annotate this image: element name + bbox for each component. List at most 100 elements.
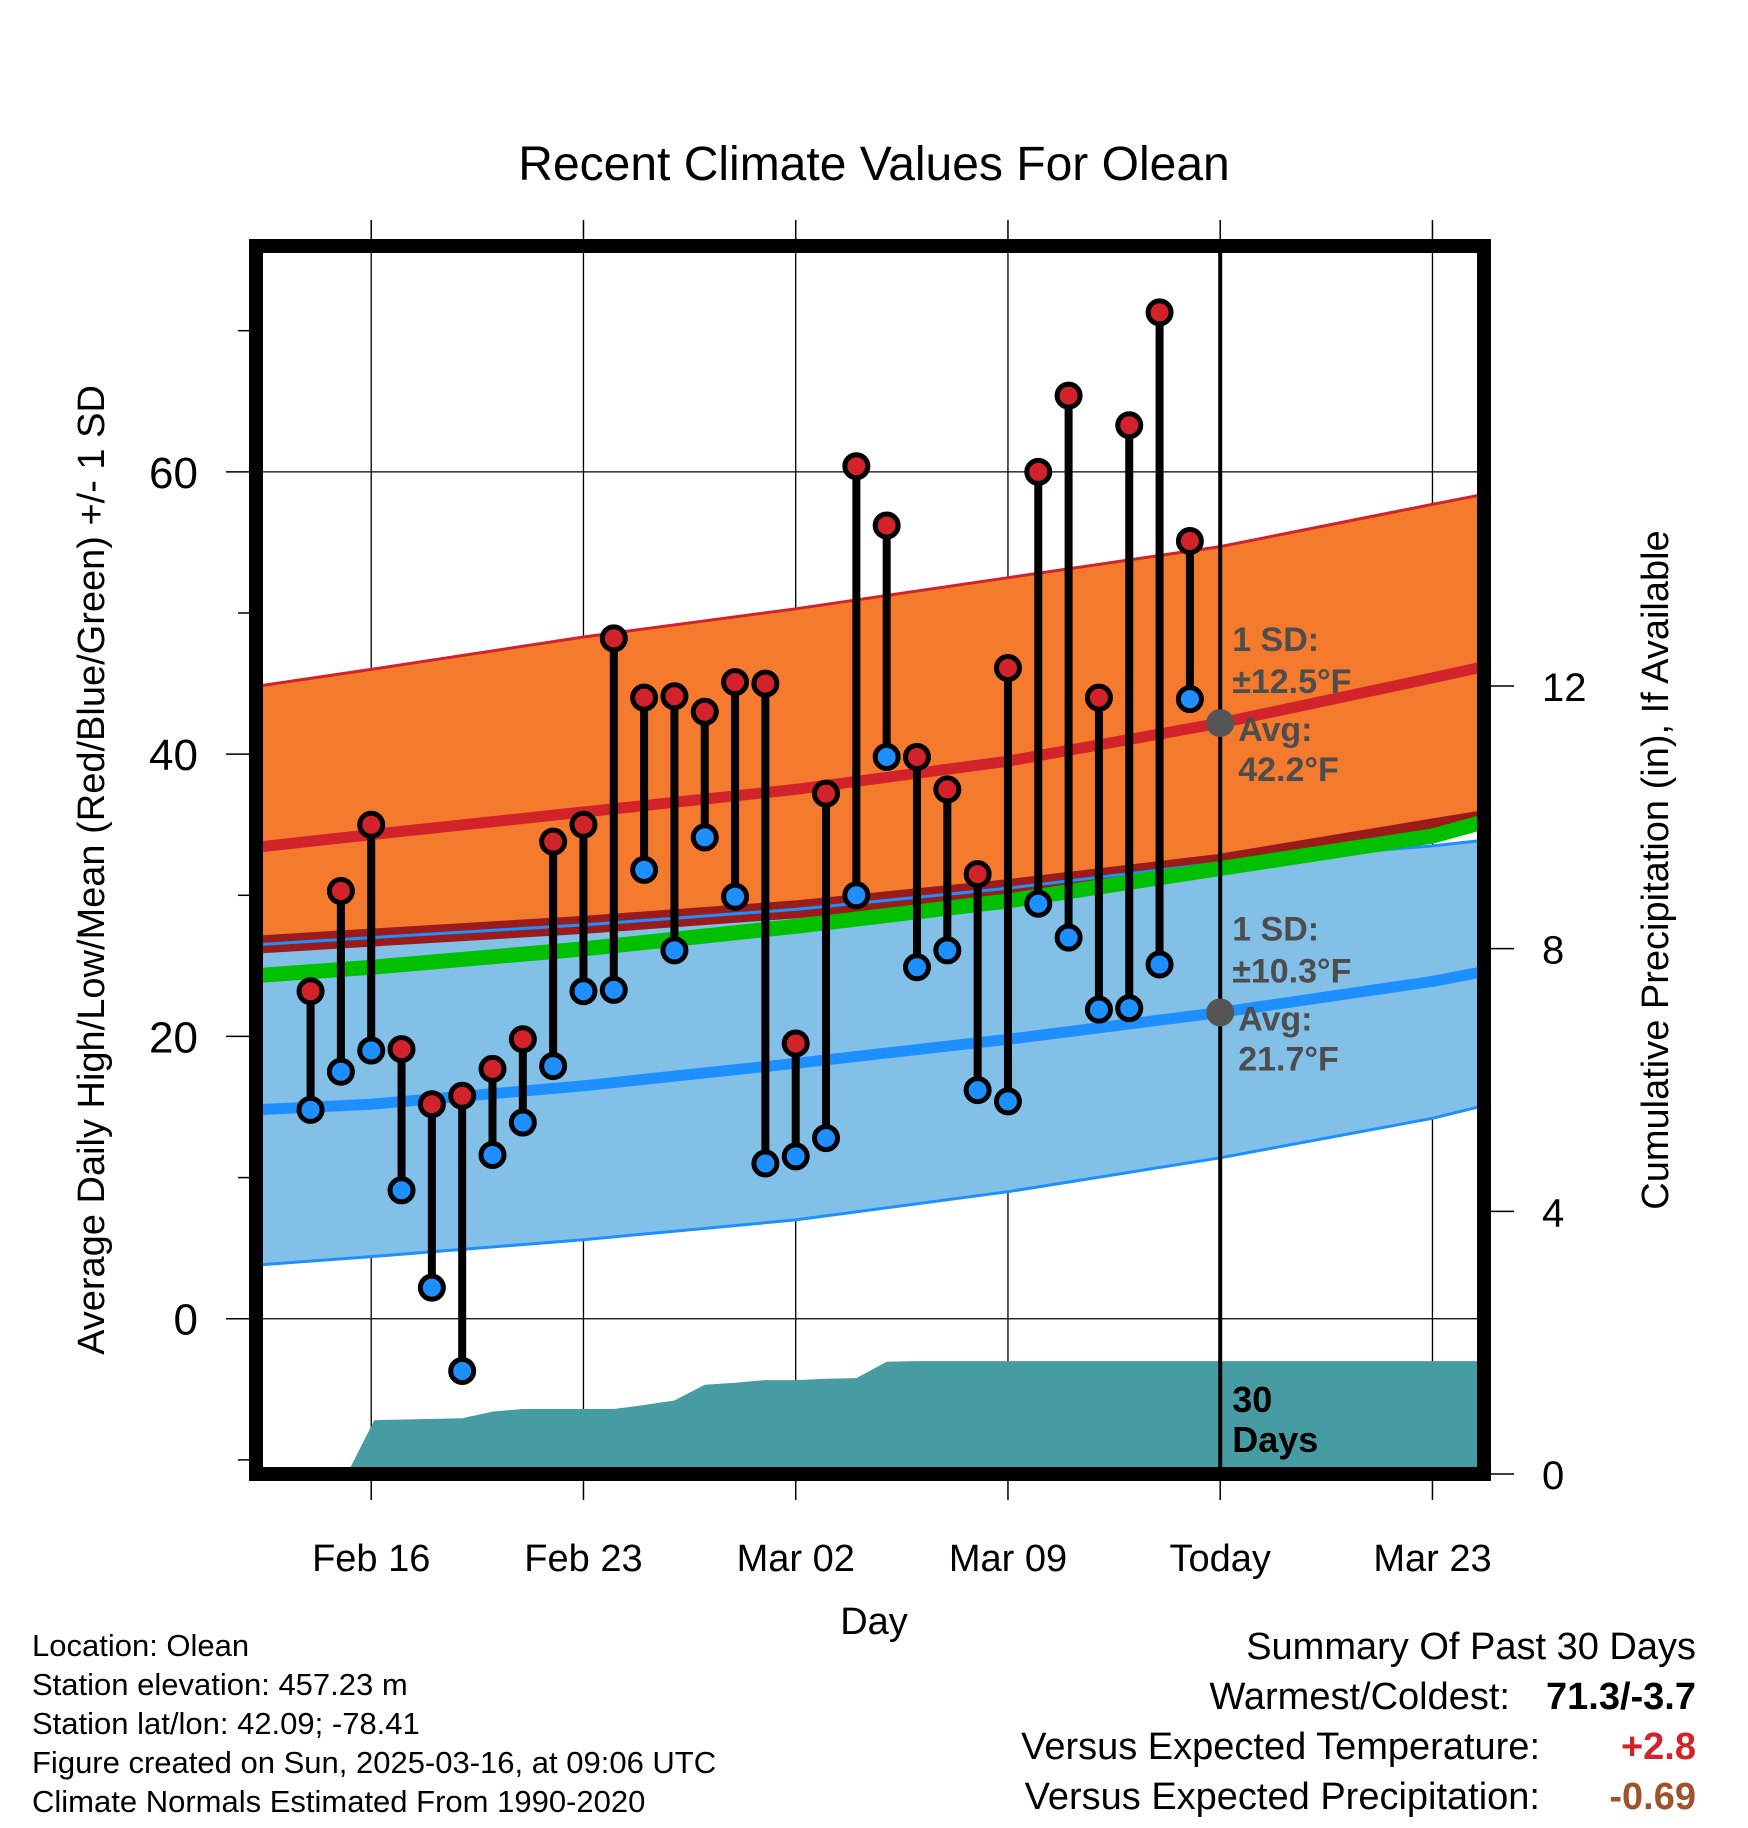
daily-high-point	[326, 877, 355, 906]
daily-high-point	[569, 810, 598, 839]
normals-text: Climate Normals Estimated From 1990-2020	[32, 1784, 646, 1819]
low-stat-line: ±10.3°F	[1232, 952, 1351, 990]
high-stat-line: ±12.5°F	[1232, 663, 1351, 701]
station-info: Location: Olean Station elevation: 457.2…	[32, 1626, 716, 1821]
precip-label: Versus Expected Precipitation:	[1024, 1776, 1540, 1818]
y2-axis-label: Cumulative Precipitation (in), If Availa…	[1635, 530, 1677, 1209]
daily-low-point	[387, 1176, 416, 1205]
daily-high-point	[296, 977, 325, 1006]
x-tick-label: Feb 23	[524, 1538, 642, 1580]
daily-low-point	[872, 742, 901, 771]
daily-low-point	[812, 1124, 841, 1153]
warmest-label: Warmest/Coldest:	[1209, 1676, 1510, 1718]
elevation-text: Station elevation: 457.23 m	[32, 1667, 408, 1702]
daily-low-point	[569, 977, 598, 1006]
daily-low-point	[781, 1142, 810, 1171]
daily-low-point	[751, 1149, 780, 1178]
daily-high-point	[751, 669, 780, 698]
daily-high-point	[1145, 298, 1174, 327]
daily-high-point	[599, 624, 628, 653]
daily-low-point	[660, 936, 689, 965]
plot-frame	[249, 239, 1491, 1481]
daily-high-point	[812, 779, 841, 808]
y2-tick-label: 0	[1542, 1454, 1564, 1498]
precip-area	[347, 1361, 1484, 1474]
low-stat-line: 1 SD:	[1232, 910, 1319, 948]
high-stat-line: 42.2°F	[1238, 751, 1339, 789]
daily-high-point	[902, 742, 931, 771]
high-plus-sd-line	[256, 492, 1484, 688]
daily-low-point	[1084, 995, 1113, 1024]
daily-low-point	[993, 1087, 1022, 1116]
temp-label: Versus Expected Temperature:	[1021, 1726, 1540, 1768]
daily-high-point	[781, 1029, 810, 1058]
daily-low-point	[1145, 950, 1174, 979]
daily-low-point	[599, 975, 628, 1004]
created-text: Figure created on Sun, 2025-03-16, at 09…	[32, 1745, 717, 1780]
y2-tick-label: 12	[1542, 666, 1587, 710]
daily-low-point	[478, 1141, 507, 1170]
daily-high-point	[872, 511, 901, 540]
daily-low-point	[690, 823, 719, 852]
daily-low-point	[842, 881, 871, 910]
daily-high-point	[660, 682, 689, 711]
daily-low-point	[902, 953, 931, 982]
daily-high-point	[993, 654, 1022, 683]
daily-low-point	[933, 936, 962, 965]
daily-low-point	[508, 1108, 537, 1137]
low-stat-line: 21.7°F	[1238, 1040, 1339, 1078]
daily-low-point	[1175, 685, 1204, 714]
y-tick-label: 0	[174, 1296, 198, 1345]
avg-high-line	[256, 661, 1484, 853]
daily-low-point	[1115, 994, 1144, 1023]
daily-high-point	[539, 827, 568, 856]
y-tick-label: 20	[149, 1013, 198, 1062]
daily-low-point	[357, 1036, 386, 1065]
temp-value: +2.8	[1620, 1726, 1696, 1768]
x-tick-label: Today	[1170, 1538, 1271, 1580]
precip-value: -0.69	[1609, 1776, 1696, 1818]
daily-high-point	[721, 668, 750, 697]
daily-high-point	[478, 1054, 507, 1083]
daily-low-point	[417, 1273, 446, 1302]
latlon-text: Station lat/lon: 42.09; -78.41	[32, 1706, 420, 1741]
days-label: 30	[1232, 1379, 1272, 1420]
daily-low-point	[539, 1052, 568, 1081]
daily-high-point	[842, 452, 871, 481]
daily-high-point	[690, 697, 719, 726]
y2-tick-label: 4	[1542, 1191, 1564, 1235]
daily-high-point	[448, 1081, 477, 1110]
daily-low-point	[448, 1356, 477, 1385]
y-tick-label: 60	[149, 449, 198, 498]
daily-high-point	[357, 810, 386, 839]
chart-title: Recent Climate Values For Olean	[518, 138, 1229, 191]
x-tick-label: Mar 09	[949, 1538, 1067, 1580]
daily-high-point	[508, 1025, 537, 1054]
x-tick-label: Feb 16	[312, 1538, 430, 1580]
x-tick-label: Mar 23	[1373, 1538, 1491, 1580]
daily-low-point	[963, 1076, 992, 1105]
daily-high-point	[1084, 683, 1113, 712]
axes: Feb 16 Feb 23 Mar 02 Mar 09 Today Mar 2302040…	[149, 220, 1587, 1580]
daily-low-point	[326, 1057, 355, 1086]
daily-low-point	[630, 855, 659, 884]
daily-high-point	[1054, 381, 1083, 410]
daily-high-point	[933, 775, 962, 804]
avg-mean-line	[256, 814, 1484, 984]
y2-tick-label: 8	[1542, 929, 1564, 973]
location-text: Location: Olean	[32, 1628, 250, 1663]
avg-low-line	[256, 966, 1484, 1116]
y-axis-label: Average Daily High/Low/Mean (Red/Blue/Gr…	[71, 385, 113, 1355]
daily-high-point	[1175, 527, 1204, 556]
high-stat-line: 1 SD:	[1232, 621, 1319, 659]
y-tick-label: 40	[149, 731, 198, 780]
x-tick-label: Mar 02	[737, 1538, 855, 1580]
daily-high-point	[630, 683, 659, 712]
daily-low-point	[721, 882, 750, 911]
daily-high-point	[387, 1035, 416, 1064]
x-axis-label: Day	[840, 1601, 908, 1643]
summary-title: Summary Of Past 30 Days	[1246, 1626, 1696, 1668]
today-low-avg-marker	[1206, 998, 1235, 1027]
